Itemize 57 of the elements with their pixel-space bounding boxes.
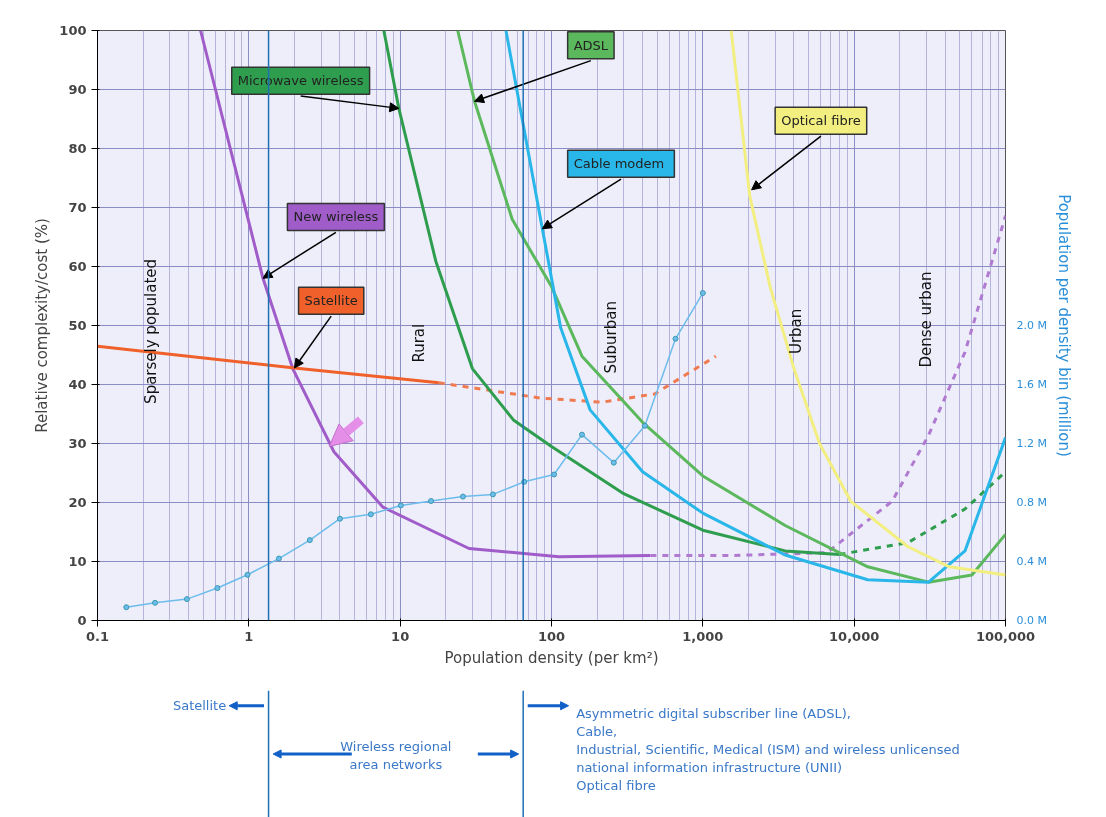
y2-tick-label: 0.4 M — [1016, 555, 1047, 568]
x-tick-label: 10 — [391, 628, 410, 644]
text: Asymmetric digital subscriber line (ADSL), Cable, Industrial, Scientific, Medical (ISM) and wireless unlicensed national information infrastructure (UNII) Optical fibre — [576, 705, 960, 793]
point — [459, 493, 466, 500]
text: New wireless — [293, 209, 379, 225]
text: ADSL — [573, 37, 609, 53]
y2-tick-label: 2.0 M — [1016, 319, 1047, 332]
annotation: Rural — [409, 323, 428, 363]
text: Satellite — [172, 698, 227, 714]
point — [610, 459, 617, 466]
y-tick-label: 10 — [68, 554, 87, 569]
y-tick-label: 40 — [68, 377, 87, 392]
x-tick-label: 100,000 — [975, 628, 1036, 644]
point — [641, 422, 648, 429]
point — [672, 335, 679, 342]
y-tick-label: 20 — [68, 495, 87, 510]
x-tick-label: 10,000 — [829, 628, 880, 644]
y2-tick-label: 1.2 M — [1016, 437, 1047, 450]
y2-tick-label: 0.0 M — [1016, 614, 1047, 627]
point — [244, 571, 251, 578]
y-tick-label: 70 — [68, 200, 87, 215]
annotation: Dense urban — [916, 271, 935, 368]
y-tick-label: 0 — [77, 613, 87, 628]
text: Satellite — [304, 293, 358, 309]
y-tick-label: 50 — [68, 318, 87, 333]
y2-tick-label: 0.8 M — [1016, 496, 1047, 509]
point — [551, 471, 558, 478]
point — [428, 498, 435, 505]
y2-tick-label: 1.6 M — [1016, 378, 1047, 391]
point — [489, 491, 496, 498]
point — [367, 511, 374, 518]
y-axis-title: Relative complexity/cost (%) — [33, 218, 52, 433]
x-tick-label: 1 — [244, 628, 254, 644]
point — [214, 585, 221, 592]
point — [183, 596, 190, 603]
annotation: Sparsely populated — [141, 258, 160, 404]
point — [123, 604, 130, 611]
x-tick-label: 100 — [537, 628, 566, 644]
y2-axis-title: Population per density bin (million) — [1054, 194, 1073, 457]
point — [275, 555, 282, 562]
y-tick-label: 100 — [59, 23, 87, 38]
y-tick-label: 80 — [68, 141, 87, 156]
point — [152, 599, 159, 606]
point — [306, 537, 313, 544]
y-tick-label: 30 — [68, 436, 87, 451]
y-tick-label: 90 — [68, 82, 87, 97]
text: Cable modem — [573, 156, 665, 172]
x-tick-label: 0.1 — [85, 628, 110, 644]
annotation: Suburban — [601, 301, 620, 374]
x-axis-title: Population density (per km²) — [444, 648, 659, 667]
point — [397, 502, 404, 509]
annotation: Urban — [787, 308, 806, 355]
text: Wireless regional area networks — [340, 738, 452, 772]
point — [336, 515, 343, 522]
text: Optical fibre — [781, 113, 861, 129]
x-tick-label: 1,000 — [682, 628, 724, 644]
y-tick-label: 60 — [68, 259, 87, 274]
